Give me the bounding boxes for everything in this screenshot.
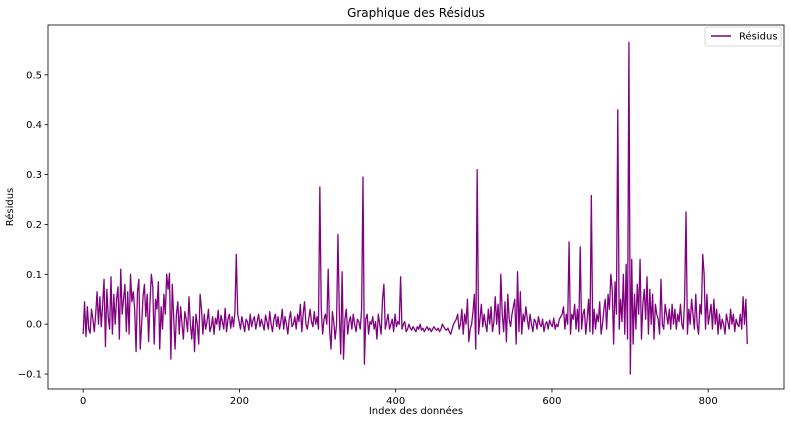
y-tick-label: 0.3: [26, 170, 42, 181]
legend: Résidus: [704, 26, 782, 47]
y-tick-label: 0.4: [26, 120, 42, 131]
y-tick-label: 0.1: [26, 270, 42, 281]
series-layer: [82, 41, 748, 375]
x-tick-label: 0: [80, 396, 86, 407]
y-tick-label: 0.5: [26, 70, 42, 81]
y-tick-label: 0.2: [26, 220, 42, 231]
plot-area: 0 200 400 600 800 −0.1 0.0 0.1 0.2 0.3 0.4 0.5: [18, 24, 785, 407]
chart-title: Graphique des Résidus: [347, 6, 485, 20]
x-tick-label: 800: [699, 396, 718, 407]
legend-entry-residus: Résidus: [739, 31, 778, 43]
y-tick-label: 0.0: [26, 320, 42, 331]
y-axis-label: Résidus: [4, 188, 16, 227]
y-axis: −0.1 0.0 0.1 0.2 0.3 0.4 0.5: [18, 70, 48, 381]
axes-frame: [47, 24, 785, 390]
series-line-residus: [82, 41, 748, 375]
y-tick-label: −0.1: [18, 370, 42, 381]
x-axis: 0 200 400 600 800: [80, 389, 718, 407]
x-tick-label: 600: [542, 396, 561, 407]
x-tick-label: 400: [386, 396, 405, 407]
legend-box: [704, 26, 782, 47]
x-axis-label: Index des données: [369, 405, 463, 417]
x-tick-label: 200: [230, 396, 249, 407]
axes-background: [48, 25, 784, 389]
